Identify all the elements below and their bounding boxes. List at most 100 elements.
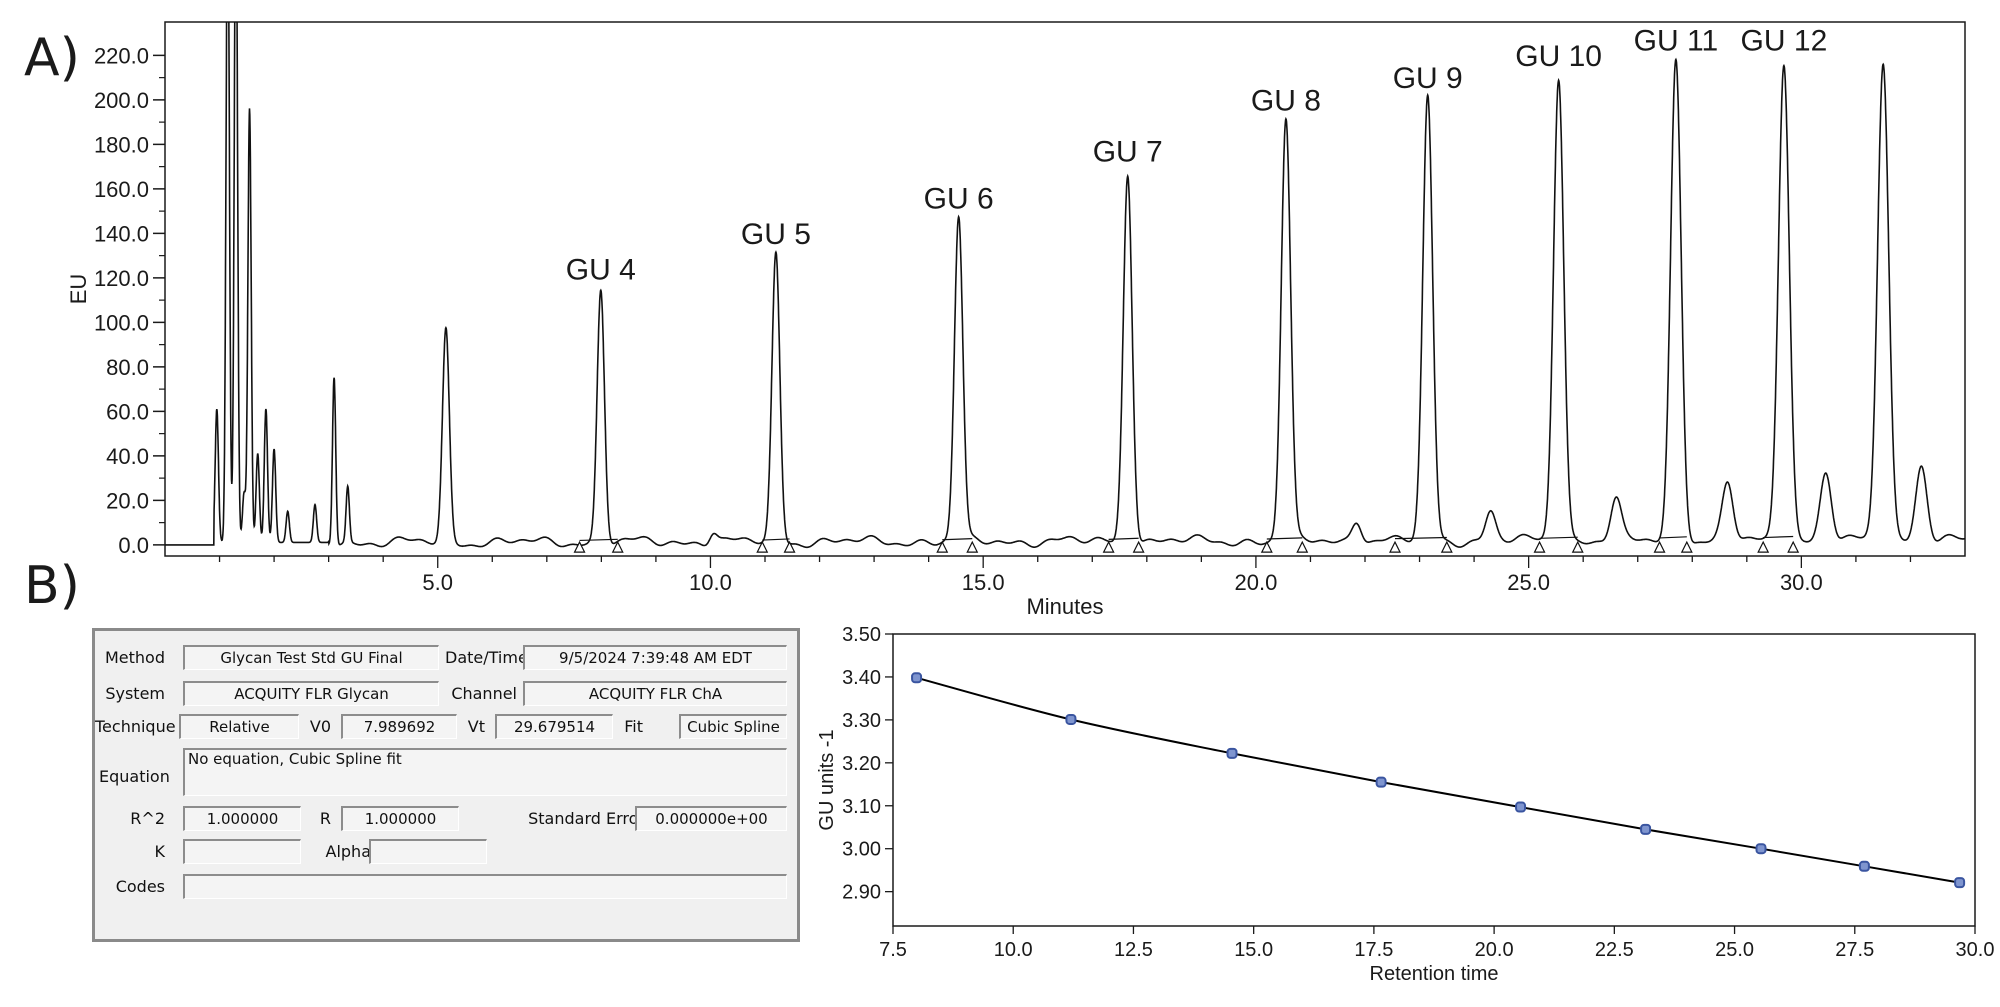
peak-label: GU 12 — [1741, 24, 1828, 57]
x-tick-label: 10.0 — [689, 570, 732, 595]
panel-a-label: A) — [24, 28, 80, 88]
standard-error-field[interactable]: 0.000000e+00 — [635, 806, 787, 831]
calibration-point — [911, 672, 923, 684]
baseline-marker — [1653, 540, 1666, 553]
baseline-marker — [611, 540, 624, 553]
r2-label: R^2 — [130, 809, 165, 828]
system-label: System — [105, 684, 165, 703]
integration-baseline — [579, 538, 618, 542]
baseline-marker — [1533, 540, 1546, 553]
integration-baseline — [942, 538, 973, 541]
vt-field[interactable]: 29.679514 — [495, 714, 613, 739]
calibration-point — [1755, 843, 1767, 855]
x-tick-label: 25.0 — [1507, 570, 1550, 595]
baseline-marker — [966, 540, 979, 553]
y-tick-label: 3.30 — [842, 710, 881, 732]
baseline-marker — [1296, 540, 1309, 553]
y-tick-label: 2.90 — [842, 882, 881, 904]
baseline-marker — [573, 540, 586, 553]
calibration-point — [1954, 877, 1966, 889]
r-field[interactable]: 1.000000 — [341, 806, 459, 831]
k-field[interactable] — [183, 839, 301, 864]
integration-baseline — [1659, 536, 1687, 539]
baseline-marker — [783, 540, 796, 553]
baseline-marker — [936, 540, 949, 553]
fit-field[interactable]: Cubic Spline — [679, 714, 787, 739]
x-tick-label: 17.5 — [1354, 939, 1393, 961]
y-tick-label: 100.0 — [94, 310, 149, 335]
codes-field[interactable] — [183, 874, 787, 899]
calibration-info-panel: Method Glycan Test Std GU Final Date/Tim… — [92, 628, 800, 942]
datetime-label: Date/Time — [445, 648, 528, 667]
alpha-field[interactable] — [369, 839, 487, 864]
calibration-point — [1226, 747, 1238, 759]
x-tick-label: 7.5 — [879, 939, 907, 961]
vt-label: Vt — [467, 717, 485, 736]
chromatogram-chart: 0.0 20.0 40.0 60.0 80.0 100.0 120.0 140.0 160.0 1… — [66, 21, 1966, 619]
y-axis-label: EU — [66, 274, 91, 305]
x-tick-label: 22.5 — [1595, 939, 1634, 961]
baseline-marker — [1389, 540, 1401, 553]
x-tick-label: 10.0 — [994, 939, 1033, 961]
x-tick-label: 30.0 — [1956, 939, 1995, 961]
r2-field[interactable]: 1.000000 — [183, 806, 301, 831]
x-axis-label: Retention time — [1370, 963, 1499, 985]
method-label: Method — [104, 648, 165, 667]
y-tick-label: 3.50 — [842, 624, 881, 646]
y-tick-label: 40.0 — [106, 444, 149, 469]
fit-label: Fit — [624, 717, 643, 736]
x-axis-label: Minutes — [1026, 594, 1103, 619]
method-field[interactable]: Glycan Test Std GU Final — [183, 645, 439, 670]
y-tick-label: 3.00 — [842, 839, 881, 861]
channel-label: Channel — [451, 684, 517, 703]
y-tick-label: 120.0 — [94, 266, 149, 291]
integration-baseline — [762, 538, 790, 541]
x-tick-label: 20.0 — [1234, 570, 1277, 595]
integration-baseline — [1539, 536, 1578, 539]
calibration-point — [1065, 713, 1077, 725]
v0-label: V0 — [309, 717, 331, 736]
panel-b-label: B) — [24, 556, 80, 616]
equation-field[interactable]: No equation, Cubic Spline fit — [183, 748, 787, 796]
system-field[interactable]: ACQUITY FLR Glycan — [183, 681, 439, 706]
datetime-field[interactable]: 9/5/2024 7:39:48 AM EDT — [523, 645, 787, 670]
calibration-point — [1515, 801, 1527, 813]
y-tick-label: 0.0 — [118, 533, 149, 558]
r-label: R — [319, 809, 331, 828]
standard-error-label: Standard Error — [528, 809, 645, 828]
baseline-marker — [1440, 540, 1453, 553]
x-tick-label: 27.5 — [1835, 939, 1874, 961]
x-tick-label: 30.0 — [1780, 570, 1823, 595]
v0-field[interactable]: 7.989692 — [341, 714, 457, 739]
y-tick-label: 140.0 — [94, 221, 149, 246]
alpha-label: Alpha — [325, 842, 372, 861]
y-tick-label: 3.20 — [842, 753, 881, 775]
x-tick-label: 15.0 — [1234, 939, 1273, 961]
calibration-point — [1858, 860, 1870, 872]
k-label: K — [154, 842, 166, 861]
integration-baseline — [1763, 535, 1794, 539]
calibration-plot-frame — [892, 633, 1976, 927]
y-tick-label: 3.40 — [842, 667, 881, 689]
technique-label: Technique — [95, 717, 176, 736]
y-tick-label: 180.0 — [94, 132, 149, 157]
plot-frame — [164, 21, 1966, 557]
x-tick-label: 25.0 — [1715, 939, 1754, 961]
y-tick-label: 200.0 — [94, 88, 149, 113]
x-tick-label: 15.0 — [962, 570, 1005, 595]
channel-field[interactable]: ACQUITY FLR ChA — [523, 681, 787, 706]
y-tick-label: 3.10 — [842, 796, 881, 818]
integration-baseline — [1108, 537, 1139, 540]
chromatogram-trace — [165, 22, 1965, 549]
calibration-curve — [916, 676, 1960, 884]
peak-label: GU 5 — [741, 218, 811, 251]
calibration-point — [1375, 776, 1387, 788]
y-tick-label: 220.0 — [94, 43, 149, 68]
peak-label: GU 4 — [566, 253, 636, 286]
y-axis-label: GU units -1 — [816, 729, 838, 830]
equation-label: Equation — [99, 767, 170, 786]
x-tick-label: 12.5 — [1114, 939, 1153, 961]
technique-field[interactable]: Relative — [179, 714, 299, 739]
baseline-marker — [756, 540, 769, 553]
integration-baseline — [1266, 537, 1303, 540]
